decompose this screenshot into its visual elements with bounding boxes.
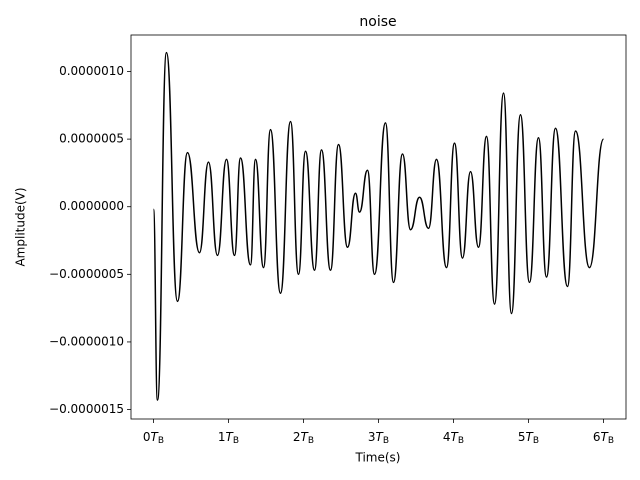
x-tick-label: 3TB <box>368 430 389 446</box>
x-tick-label: 5TB <box>518 430 539 446</box>
x-axis-label: Time(s) <box>355 451 401 465</box>
x-tick-label: 4TB <box>443 430 464 446</box>
chart-title: noise <box>359 14 396 30</box>
y-axis-label: Amplitude(V) <box>14 187 28 266</box>
y-tick-label: −0.0000015 <box>49 402 124 416</box>
y-tick-label: 0.0000000 <box>59 199 124 213</box>
y-tick-label: −0.0000010 <box>49 334 124 348</box>
y-tick-label: 0.0000010 <box>59 64 124 78</box>
y-tick-label: −0.0000005 <box>49 267 124 281</box>
x-tick-label: 0TB <box>143 430 164 446</box>
plot-frame <box>130 34 627 420</box>
x-tick-label: 2TB <box>293 430 314 446</box>
y-tick-label: 0.0000005 <box>59 132 124 146</box>
x-tick-label: 1TB <box>218 430 239 446</box>
line <box>152 51 605 401</box>
x-tick-label: 6TB <box>593 430 614 446</box>
